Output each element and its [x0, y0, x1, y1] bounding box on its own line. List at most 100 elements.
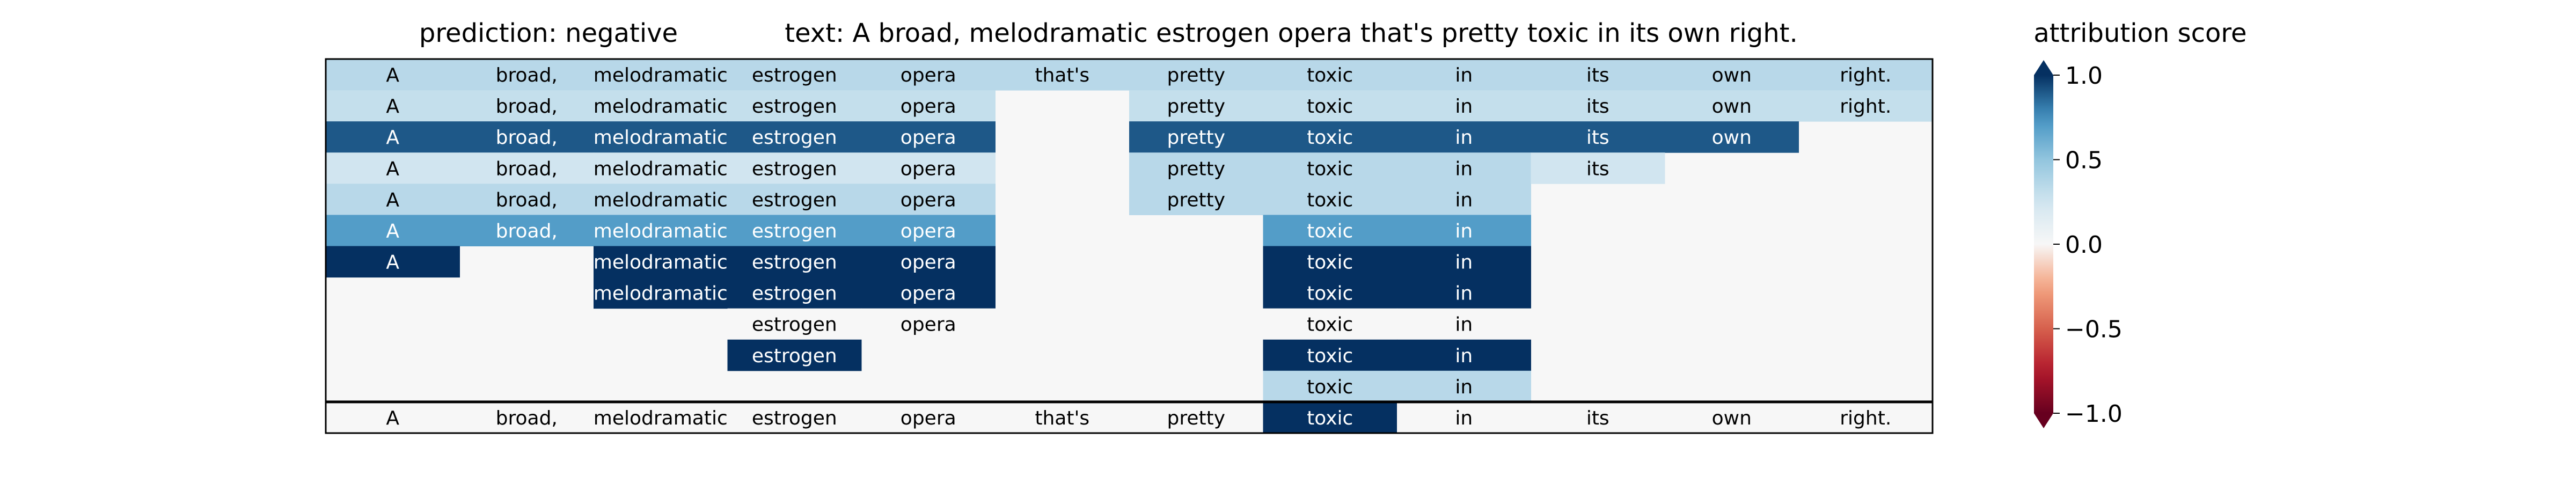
- heatmap-row-4-cell: [326, 152, 460, 184]
- heatmap-row-7-cell: [1263, 246, 1397, 278]
- heatmap-row-8-token-label: in: [1455, 283, 1473, 305]
- heatmap-row-3-cell: [1263, 121, 1397, 153]
- heatmap-row-3-token-label: A: [386, 127, 399, 149]
- colorbar: 1.0 0.5 0.0 −0.5 −1.0: [2034, 60, 2123, 428]
- heatmap-row-5-token-label: broad,: [496, 189, 558, 211]
- heatmap-row-1-token-label: its: [1586, 64, 1609, 86]
- heatmap-row-9-token-label: toxic: [1307, 314, 1353, 336]
- heatmap-row-6-cell: [459, 215, 594, 246]
- heatmap-row-6-token-label: broad,: [496, 220, 558, 242]
- heatmap-row-5-token-label: A: [386, 189, 399, 211]
- heatmap-row-4-token-label: broad,: [496, 158, 558, 180]
- heatmap-row-1-token-label: toxic: [1307, 64, 1353, 86]
- heatmap-row-3-token-label: in: [1455, 127, 1473, 149]
- heatmap-row-4-token-label: pretty: [1167, 158, 1225, 180]
- heatmap-full-text-row-cell: [727, 401, 862, 434]
- heatmap-row-5-cell: [861, 184, 996, 215]
- heatmap-row-6-cell: [861, 215, 996, 246]
- heatmap-row-4-cell: [1531, 152, 1665, 184]
- heatmap-row-8-cell: [861, 277, 996, 309]
- heatmap-full-text-row-token-label: estrogen: [752, 407, 837, 429]
- colorbar-extend-top: [2034, 60, 2053, 75]
- colorbar-gradient: [2034, 75, 2053, 413]
- heatmap-full-text-row-cell: [1129, 401, 1263, 434]
- text-title: text: A broad, melodramatic estrogen ope…: [785, 18, 1797, 48]
- heatmap-frame: [325, 58, 1934, 434]
- heatmap-row-1-cell: [1397, 59, 1531, 91]
- heatmap-row-2-cell: [1665, 90, 1799, 122]
- heatmap-row-4-token-label: in: [1455, 158, 1473, 180]
- heatmap-row-6-cell: [1397, 215, 1531, 246]
- heatmap-row-5-cell: [727, 184, 862, 215]
- heatmap-row-9-cell: [1397, 308, 1531, 340]
- heatmap-row-4-cell: [1263, 152, 1397, 184]
- prediction-title: prediction: negative: [419, 18, 678, 48]
- heatmap-row-3-cell: [861, 121, 996, 153]
- heatmap-full-text-row-token-label: own: [1712, 407, 1752, 429]
- heatmap-row-1-token-label: A: [386, 64, 399, 86]
- heatmap-row-3-cell: [1531, 121, 1665, 153]
- heatmap-row-3-token-label: opera: [901, 127, 956, 149]
- heatmap-row-5-cell: [326, 184, 460, 215]
- heatmap-row-4-token-label: toxic: [1307, 158, 1353, 180]
- heatmap-row-6-token-label: opera: [901, 220, 956, 242]
- heatmap-full-text-row-cell: [1397, 401, 1531, 434]
- heatmap-row-4-token-label: its: [1586, 158, 1609, 180]
- heatmap-row-1-token-label: broad,: [496, 64, 558, 86]
- heatmap-row-8-cell: [1263, 277, 1397, 309]
- heatmap-row-3-cell: [1129, 121, 1263, 153]
- heatmap-row-3-token-label: pretty: [1167, 127, 1225, 149]
- heatmap-row-2-cell: [459, 90, 594, 122]
- heatmap-row-2-token-label: own: [1712, 96, 1752, 118]
- heatmap-row-3-token-label: its: [1586, 127, 1609, 149]
- heatmap-row-7-cell: [727, 246, 862, 278]
- heatmap-row-5-cell: [1263, 184, 1397, 215]
- heatmap-full-text-row-cell: [459, 401, 594, 434]
- heatmap-row-2-cell: [1397, 90, 1531, 122]
- heatmap-row-5-token-label: estrogen: [752, 189, 837, 211]
- heatmap-row-1-token-label: estrogen: [752, 64, 837, 86]
- heatmap-row-2-token-label: A: [386, 96, 399, 118]
- heatmap-row-2-token-label: right.: [1840, 96, 1891, 118]
- heatmap-row-5-token-label: melodramatic: [594, 189, 728, 211]
- heatmap-row-11-token-label: in: [1455, 376, 1473, 398]
- heatmap-row-5-token-label: pretty: [1167, 189, 1225, 211]
- heatmap-row-1-token-label: own: [1712, 64, 1752, 86]
- heatmap-row-6-token-label: in: [1455, 220, 1473, 242]
- heatmap-row-10-token-label: toxic: [1307, 345, 1353, 367]
- heatmap-row-3-cell: [727, 121, 862, 153]
- heatmap-row-2-cell: [727, 90, 862, 122]
- heatmap-row-10-cell: [727, 339, 862, 371]
- heatmap-row-2-token-label: melodramatic: [594, 96, 728, 118]
- heatmap-row-6-token-label: estrogen: [752, 220, 837, 242]
- heatmap-row-3-cell: [1665, 121, 1799, 153]
- heatmap-row-2-cell: [1263, 90, 1397, 122]
- heatmap-row-2-token-label: toxic: [1307, 96, 1353, 118]
- heatmap-row-10-token-label: estrogen: [752, 345, 837, 367]
- heatmap-row-9-token-label: estrogen: [752, 314, 837, 336]
- heatmap-row-6-token-label: melodramatic: [594, 220, 728, 242]
- heatmap-row-1-token-label: opera: [901, 64, 956, 86]
- heatmap-row-1-cell: [1129, 59, 1263, 91]
- heatmap-row-6-token-label: A: [386, 220, 399, 242]
- heatmap-row-4-cell: [727, 152, 862, 184]
- heatmap-full-text-row-cell: [1798, 401, 1933, 434]
- heatmap-row-11-cell: [1263, 370, 1397, 402]
- heatmap-full-text-row-token-label: toxic: [1307, 407, 1353, 429]
- heatmap-row-1-cell: [1798, 59, 1933, 91]
- heatmap-row-3-cell: [459, 121, 594, 153]
- heatmap-row-7-cell: [861, 246, 996, 278]
- heatmap-row-1-cell: [1665, 59, 1799, 91]
- heatmap-row-7-token-label: melodramatic: [594, 252, 728, 274]
- heatmap-row-7-cell: [1397, 246, 1531, 278]
- heatmap-row-4-cell: [861, 152, 996, 184]
- heatmap-row-8-token-label: toxic: [1307, 283, 1353, 305]
- heatmap-row-5-token-label: toxic: [1307, 189, 1353, 211]
- heatmap-row-6-cell: [594, 215, 728, 246]
- heatmap-full-text-row-token-label: A: [386, 407, 399, 429]
- heatmap-row-1-token-label: in: [1455, 64, 1473, 86]
- heatmap-row-7-token-label: in: [1455, 252, 1473, 274]
- heatmap-row-10-cell: [1397, 339, 1531, 371]
